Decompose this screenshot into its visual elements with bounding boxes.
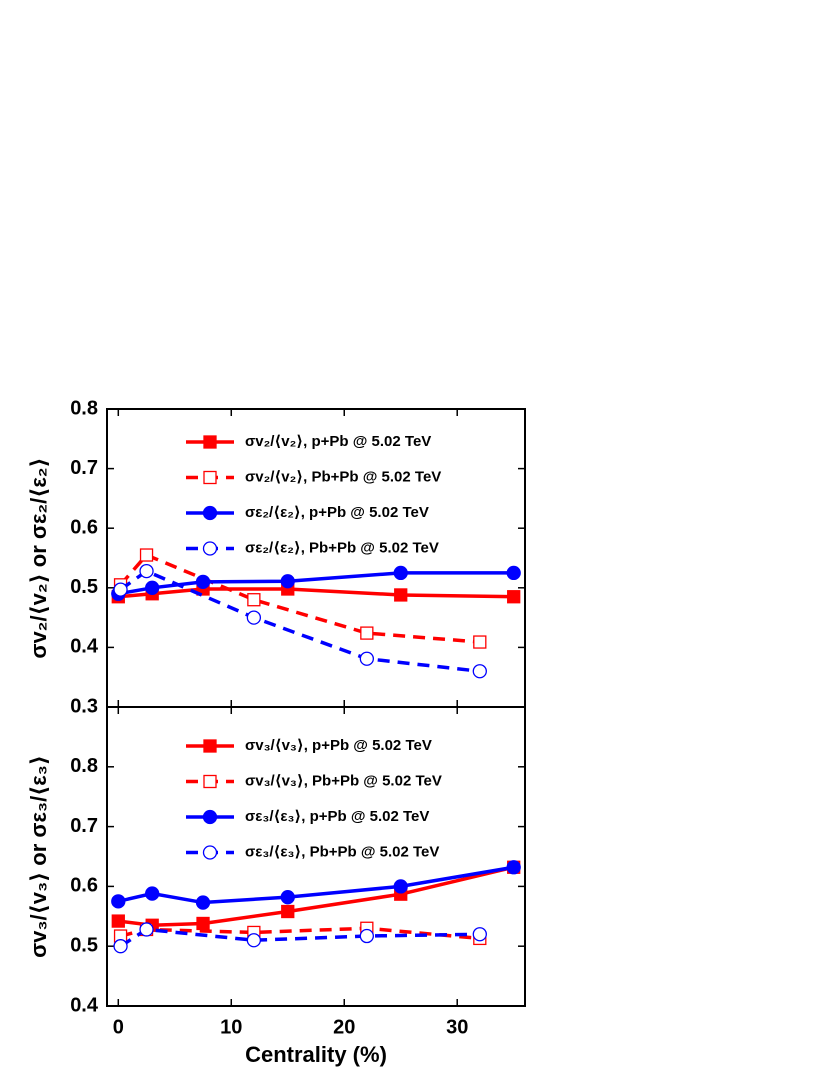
- marker: [280, 574, 295, 589]
- marker: [506, 860, 521, 875]
- plot-frame: [106, 706, 526, 1007]
- marker: [393, 879, 408, 894]
- legend-marker: [202, 809, 218, 825]
- legend-marker: [203, 435, 217, 449]
- marker: [145, 580, 160, 595]
- y-tick-label: 0.6: [70, 516, 98, 538]
- marker: [111, 894, 126, 909]
- marker: [247, 593, 261, 607]
- series-line: [119, 552, 480, 644]
- legend-marker: [203, 739, 217, 753]
- plot-frame: [106, 408, 526, 708]
- y-tick-label: 0.4: [70, 994, 99, 1016]
- legend-label: σv₃/⟨v₃⟩, p+Pb @ 5.02 TeV: [245, 737, 432, 754]
- y-tick-label: 0.8: [70, 755, 98, 777]
- marker: [195, 895, 211, 910]
- y-tick-label: 0.7: [70, 815, 98, 837]
- y-tick-label: 0.3: [70, 695, 98, 717]
- legend-label: σε₃/⟨ε₃⟩, p+Pb @ 5.02 TeV: [245, 808, 429, 825]
- x-tick-label: 10: [220, 1016, 242, 1038]
- legend-marker: [202, 845, 218, 860]
- marker: [507, 590, 521, 604]
- y-tick-label: 0.6: [70, 875, 98, 897]
- legend-label: σε₂/⟨ε₂⟩, p+Pb @ 5.02 TeV: [245, 504, 429, 521]
- legend-label: σv₂/⟨v₂⟩, p+Pb @ 5.02 TeV: [245, 433, 431, 450]
- legend-label: σv₂/⟨v₂⟩, Pb+Pb @ 5.02 TeV: [245, 468, 441, 485]
- marker: [139, 922, 154, 937]
- legend-label: σε₃/⟨ε₃⟩, Pb+Pb @ 5.02 TeV: [245, 843, 439, 860]
- series-line: [120, 926, 480, 941]
- marker: [113, 939, 128, 954]
- x-tick-label: 30: [446, 1016, 468, 1038]
- marker: [472, 927, 487, 942]
- legend-label: σv₃/⟨v₃⟩, Pb+Pb @ 5.02 TeV: [245, 772, 442, 789]
- marker: [360, 626, 374, 640]
- legend-marker: [202, 541, 218, 556]
- legend-marker: [202, 505, 218, 521]
- marker: [139, 548, 154, 562]
- x-tick-label: 20: [333, 1016, 355, 1038]
- marker: [472, 664, 487, 679]
- marker: [113, 582, 128, 597]
- marker: [393, 565, 408, 581]
- marker: [246, 933, 262, 948]
- marker: [473, 635, 487, 649]
- marker: [359, 651, 374, 666]
- y-tick-label: 0.5: [70, 576, 98, 598]
- legend-marker: [203, 470, 217, 485]
- marker: [196, 916, 210, 931]
- marker: [195, 574, 211, 589]
- y-axis-title: σv₃/⟨v₃⟩ or σε₃/⟨ε₃⟩: [26, 755, 51, 958]
- marker: [281, 904, 295, 919]
- series-line: [117, 865, 514, 905]
- legend-marker: [203, 774, 217, 789]
- marker: [111, 914, 125, 928]
- x-axis-title: Centrality (%): [245, 1042, 387, 1067]
- legend-label: σε₂/⟨ε₂⟩, Pb+Pb @ 5.02 TeV: [245, 539, 439, 556]
- marker: [246, 610, 262, 625]
- y-tick-label: 0.4: [70, 636, 99, 658]
- y-tick-label: 0.5: [70, 934, 98, 956]
- marker: [506, 565, 521, 581]
- y-tick-label: 0.7: [70, 457, 98, 479]
- marker: [394, 588, 408, 602]
- y-axis-title: σv₂/⟨v₂⟩ or σε₂/⟨ε₂⟩: [26, 457, 51, 658]
- marker: [359, 928, 374, 944]
- series-line: [118, 587, 514, 599]
- x-tick-label: 0: [113, 1016, 124, 1038]
- marker: [145, 886, 160, 901]
- marker: [139, 563, 154, 579]
- marker: [280, 890, 295, 905]
- series-line: [119, 927, 480, 948]
- y-tick-label: 0.8: [70, 397, 98, 419]
